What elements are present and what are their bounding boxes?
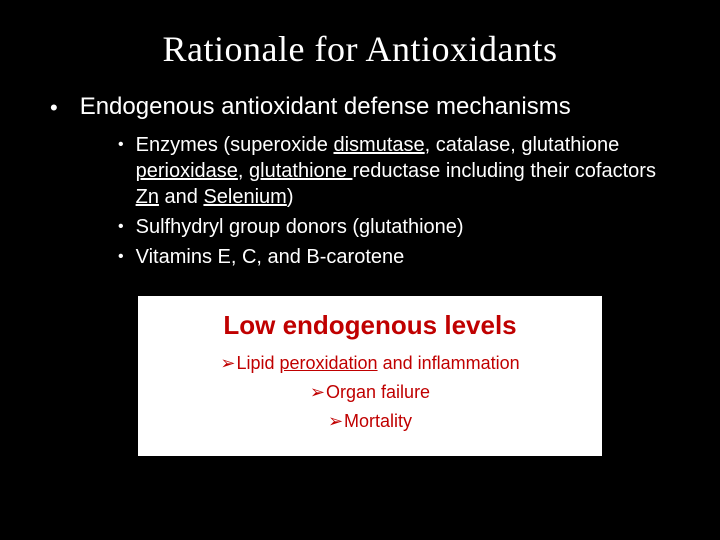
text-run: and inflammation bbox=[378, 353, 520, 373]
underlined-text: peroxidation bbox=[279, 353, 377, 373]
text-run: reductase including their cofactors bbox=[352, 160, 656, 182]
sub-bullet-item: • Sulfhydryl group donors (glutathione) bbox=[118, 214, 660, 240]
underlined-text: glutathione bbox=[249, 160, 352, 182]
underlined-text: dismutase bbox=[333, 134, 424, 156]
arrow-icon: ➢ bbox=[328, 411, 343, 431]
sub-bullet-text: Sulfhydryl group donors (glutathione) bbox=[136, 214, 660, 240]
text-run: Lipid bbox=[236, 353, 279, 373]
text-run: and bbox=[159, 186, 203, 208]
underlined-text: Zn bbox=[136, 186, 159, 208]
sub-bullet-text: Enzymes (superoxide dismutase, catalase,… bbox=[136, 132, 660, 210]
bullet-dot-icon: • bbox=[118, 132, 124, 158]
sub-bullet-list: • Enzymes (superoxide dismutase, catalas… bbox=[118, 132, 660, 270]
text-run: Enzymes (superoxide bbox=[136, 134, 334, 156]
slide-title: Rationale for Antioxidants bbox=[40, 28, 680, 70]
underlined-text: perioxidase bbox=[136, 160, 238, 182]
bullet-dot-icon: • bbox=[118, 244, 124, 270]
callout-line: ➢Mortality bbox=[148, 411, 592, 432]
underlined-text: Selenium bbox=[203, 186, 286, 208]
callout-line: ➢Organ failure bbox=[148, 382, 592, 403]
text-run: , catalase, glutathione bbox=[425, 134, 620, 156]
slide: Rationale for Antioxidants • Endogenous … bbox=[0, 0, 720, 540]
text-run: Mortality bbox=[344, 411, 412, 431]
text-run: , bbox=[238, 160, 249, 182]
text-run: ) bbox=[287, 186, 294, 208]
main-bullet: • Endogenous antioxidant defense mechani… bbox=[50, 92, 680, 122]
bullet-dot-icon: • bbox=[118, 214, 124, 240]
callout-line: ➢Lipid peroxidation and inflammation bbox=[148, 353, 592, 374]
sub-bullet-text: Vitamins E, C, and B-carotene bbox=[136, 244, 660, 270]
main-bullet-text: Endogenous antioxidant defense mechanism… bbox=[80, 92, 571, 122]
arrow-icon: ➢ bbox=[220, 353, 235, 373]
callout-box: Low endogenous levels ➢Lipid peroxidatio… bbox=[138, 296, 602, 456]
sub-bullet-item: • Enzymes (superoxide dismutase, catalas… bbox=[118, 132, 660, 210]
text-run: Organ failure bbox=[326, 382, 430, 402]
arrow-icon: ➢ bbox=[310, 382, 325, 402]
sub-bullet-item: • Vitamins E, C, and B-carotene bbox=[118, 244, 660, 270]
bullet-dot-icon: • bbox=[50, 94, 58, 122]
callout-title: Low endogenous levels bbox=[148, 310, 592, 341]
